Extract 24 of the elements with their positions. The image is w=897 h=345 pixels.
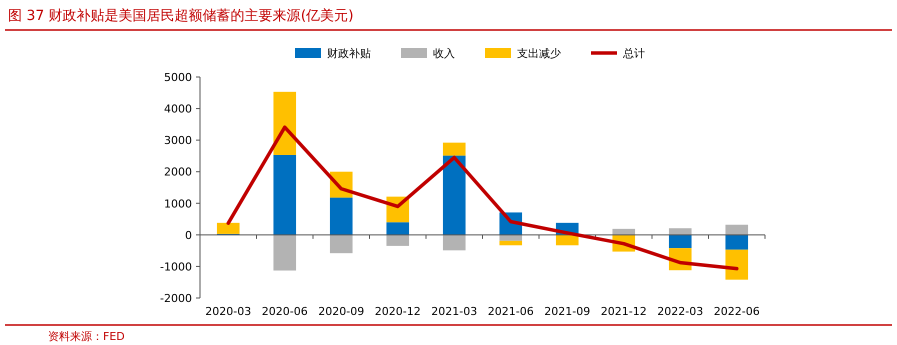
legend-label: 总计 xyxy=(622,47,645,60)
x-tick-label: 2020-12 xyxy=(374,305,421,318)
legend-label: 收入 xyxy=(433,47,455,60)
y-tick-label: 1000 xyxy=(164,197,192,210)
x-tick-label: 2020-06 xyxy=(262,305,308,318)
y-tick-label: 3000 xyxy=(164,134,192,148)
x-tick-label: 2022-03 xyxy=(657,305,704,318)
text: 资料来源：FED xyxy=(48,330,125,343)
x-tick-label: 2020-09 xyxy=(318,305,364,318)
legend-label: 支出减少 xyxy=(517,47,561,60)
y-tick-label: 4000 xyxy=(164,102,192,116)
legend-label: 财政补贴 xyxy=(327,47,371,60)
y-tick-label: 5000 xyxy=(164,71,192,84)
x-tick-label: 2021-03 xyxy=(431,305,478,318)
x-tick-label: 2020-03 xyxy=(205,305,252,318)
x-tick-label: 2021-06 xyxy=(488,305,534,318)
y-tick-label: 0 xyxy=(185,228,192,242)
x-tick-label: 2022-06 xyxy=(714,305,760,318)
x-tick-label: 2021-09 xyxy=(544,305,590,318)
y-tick-label: 2000 xyxy=(164,166,192,179)
chart-title: 图 37 财政补贴是美国居民超额储蓄的主要来源(亿美元) xyxy=(8,8,354,24)
x-tick-label: 2021-12 xyxy=(600,305,647,318)
y-tick-label: -2000 xyxy=(160,292,192,305)
y-tick-label: -1000 xyxy=(160,260,192,274)
